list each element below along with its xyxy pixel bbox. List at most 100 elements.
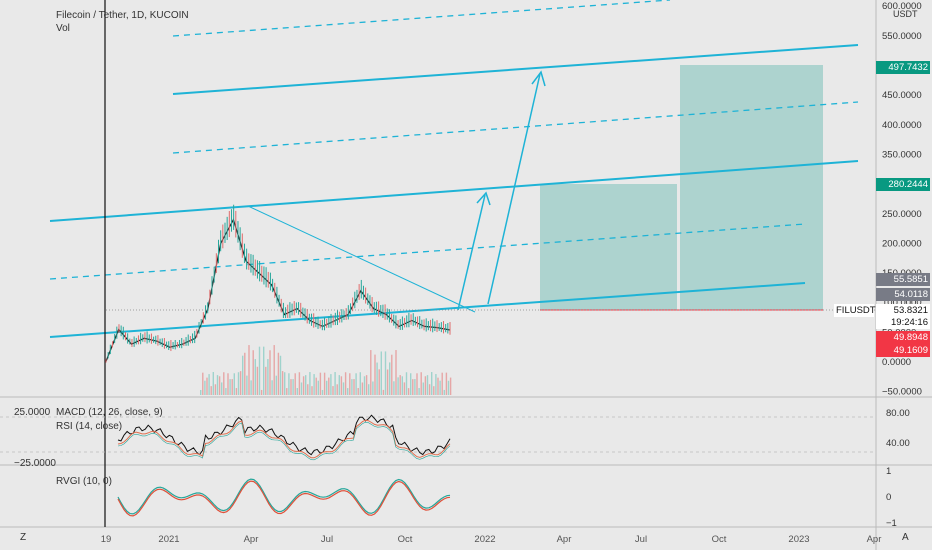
price-label-gray: 55.5851 xyxy=(876,273,930,286)
volume-bar xyxy=(370,350,372,395)
volume-bar xyxy=(313,374,315,395)
target-box-1 xyxy=(540,184,677,310)
time-axis-tick: 2023 xyxy=(788,534,809,545)
channel-dashed-3 xyxy=(172,0,671,37)
volume-bar xyxy=(204,380,206,395)
volume-bar xyxy=(428,384,431,395)
chart-title: Filecoin / Tether, 1D, KUCOIN xyxy=(56,10,189,21)
volume-bar xyxy=(355,373,357,395)
volume-bar xyxy=(351,379,353,395)
volume-bar xyxy=(246,375,248,395)
volume-bar xyxy=(321,389,324,395)
time-axis-tick: Apr xyxy=(244,534,259,545)
symbol-tag: FILUSDT xyxy=(834,304,876,317)
volume-bar xyxy=(265,366,267,395)
volume-bar xyxy=(412,379,414,395)
volume-bar xyxy=(248,345,250,395)
volume-bar xyxy=(311,386,313,395)
volume-bar xyxy=(233,373,235,395)
goto-button[interactable]: Z xyxy=(20,532,27,543)
volume-bar xyxy=(347,388,349,395)
volume-bar xyxy=(260,389,263,395)
time-axis-tick: 2022 xyxy=(474,534,495,545)
price-axis-tick: −50.0000 xyxy=(882,387,922,398)
volume-bar xyxy=(363,376,366,395)
projection-arrow-1 xyxy=(457,194,486,311)
price-axis-tick: 100.0000 xyxy=(882,298,922,309)
volume-bar xyxy=(202,372,204,395)
macd-left-tick-bottom: −25.0000 xyxy=(14,458,56,469)
volume-bar xyxy=(225,388,227,395)
volume-bar xyxy=(405,372,408,395)
macd-label: MACD (12, 26, close, 9) xyxy=(56,407,163,418)
volume-bar xyxy=(252,350,254,395)
volume-bar xyxy=(305,375,307,395)
volume-bar xyxy=(439,380,441,395)
volume-bar xyxy=(426,375,429,395)
volume-bar xyxy=(302,376,305,395)
volume-bar xyxy=(382,389,385,395)
volume-bar xyxy=(361,382,364,395)
volume-bar xyxy=(227,373,229,395)
volume-bar xyxy=(284,372,286,395)
projection-arrow-2-head xyxy=(531,70,546,87)
rvgi-right-tick: 0 xyxy=(886,492,891,503)
time-axis-tick: Apr xyxy=(557,534,572,545)
volume-bar xyxy=(326,380,328,395)
macd-signal-line xyxy=(117,419,451,459)
time-axis-tick: 19 xyxy=(101,534,112,545)
volume-bar xyxy=(235,388,238,395)
volume-bar xyxy=(353,379,355,395)
volume-bar xyxy=(307,384,309,395)
volume-bar xyxy=(300,382,303,395)
volume-bar xyxy=(349,373,351,395)
volume-bar xyxy=(290,379,292,395)
volume-bar xyxy=(416,373,418,395)
volume-bar xyxy=(340,376,343,395)
channel-dashed-1 xyxy=(49,223,806,280)
volume-bar xyxy=(357,388,359,395)
volume-bar xyxy=(449,377,452,395)
volume-bar xyxy=(334,372,336,395)
price-series-line xyxy=(105,218,451,362)
volume-bar xyxy=(294,373,296,395)
price-axis-tick: 450.0000 xyxy=(882,90,922,101)
volume-bar xyxy=(267,359,269,395)
volume-bar xyxy=(418,387,420,395)
volume-bar xyxy=(296,388,298,395)
volume-bar xyxy=(200,390,202,395)
volume-bar xyxy=(239,371,242,395)
volume-bar xyxy=(275,375,277,395)
volume-bar xyxy=(424,376,427,395)
volume-bar xyxy=(414,379,416,395)
projection-arrow-1-head xyxy=(476,191,491,206)
volume-bar xyxy=(395,350,397,395)
time-axis-tick: Jul xyxy=(321,534,333,545)
volume-bar xyxy=(336,384,338,395)
volume-bar xyxy=(258,346,261,395)
volume-bar xyxy=(368,384,370,395)
rvgi-right-tick: −1 xyxy=(886,518,897,529)
channel-dashed-2 xyxy=(172,101,859,154)
volume-bar xyxy=(263,346,265,395)
currency-label: USDT xyxy=(893,9,918,19)
volume-bar xyxy=(384,351,387,395)
volume-bar xyxy=(332,386,334,395)
volume-bar xyxy=(254,359,256,395)
price-axis-tick: 250.0000 xyxy=(882,209,922,220)
volume-bar xyxy=(256,366,259,395)
auto-scale-button[interactable]: A xyxy=(902,532,909,543)
target-box-2 xyxy=(680,65,823,310)
macd-line xyxy=(117,414,451,456)
price-label-red: 49.1609 xyxy=(876,344,930,357)
time-axis-tick: Oct xyxy=(398,534,413,545)
volume-bar xyxy=(435,374,437,395)
channel-upper-line xyxy=(172,44,859,95)
volume-bar xyxy=(210,386,212,395)
macd-right-tick: 80.00 xyxy=(886,408,910,419)
volume-bar xyxy=(319,372,322,395)
volume-bar xyxy=(216,375,219,395)
channel-middle-line xyxy=(49,160,859,222)
